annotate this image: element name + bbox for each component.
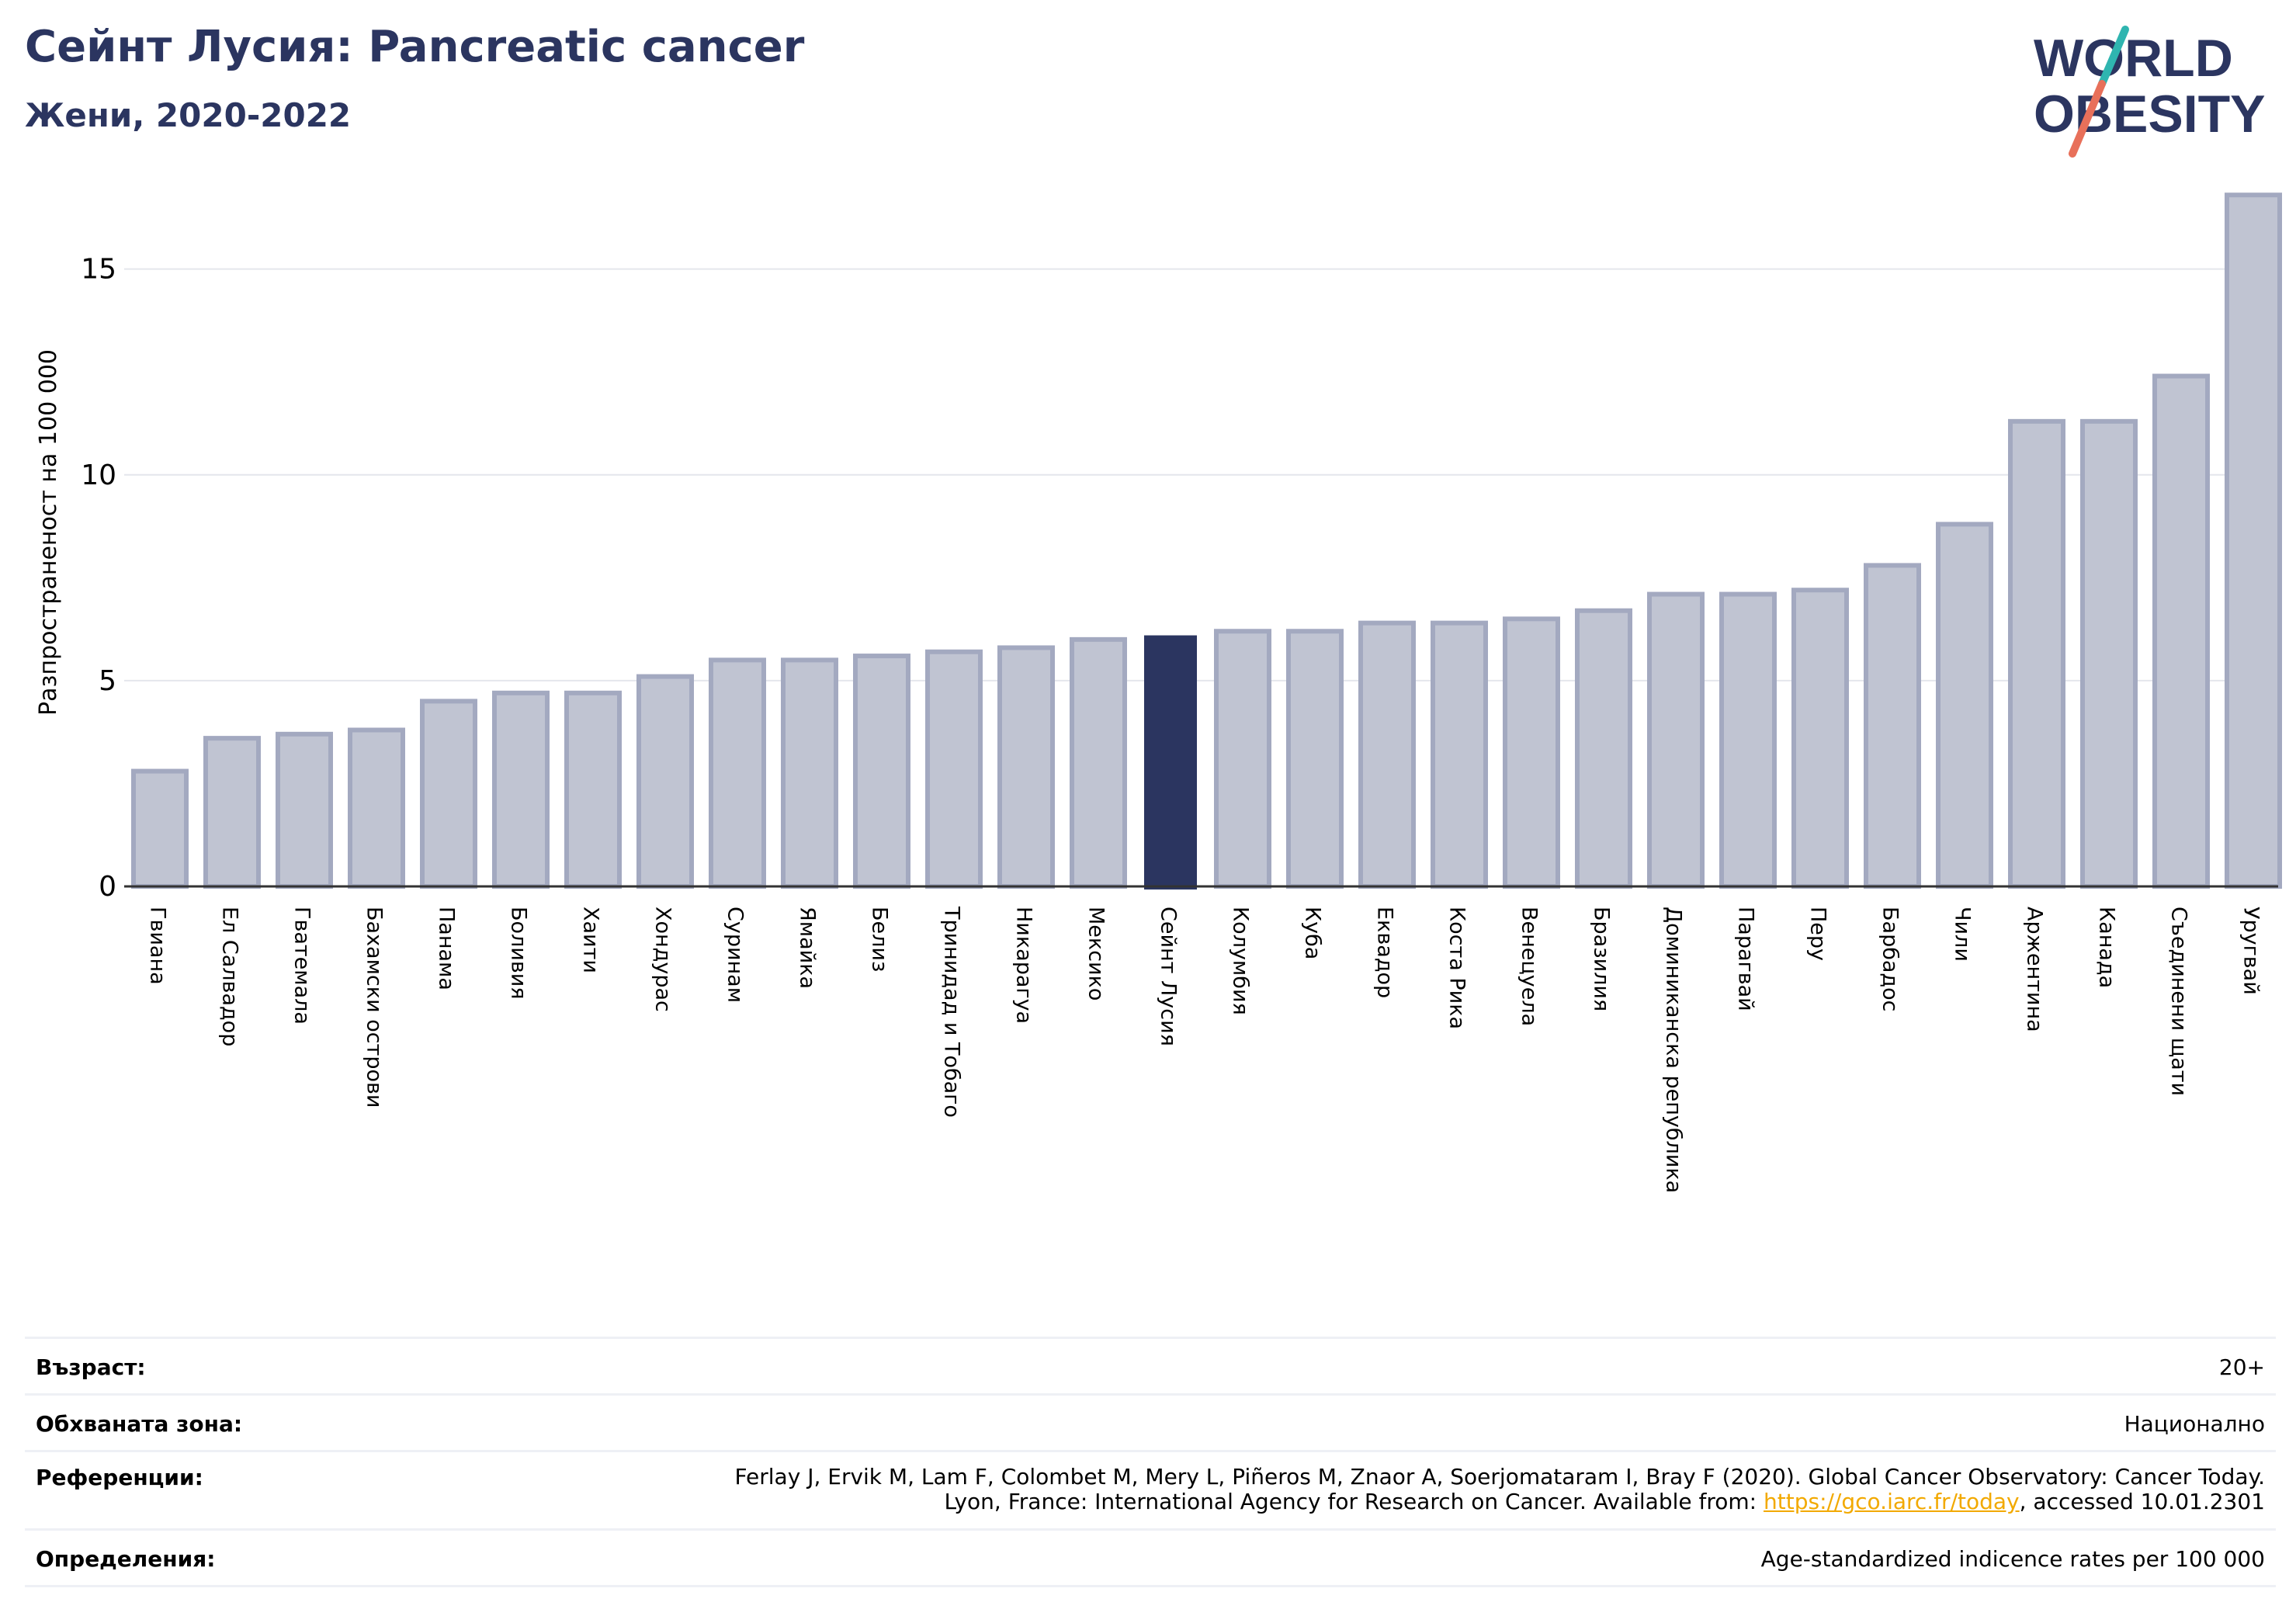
x-tick-label: Хаити <box>579 907 603 973</box>
x-tick-label: Съединени щати <box>2167 907 2191 1096</box>
bar <box>1286 629 1344 889</box>
x-tick-label: Панама <box>435 907 459 990</box>
definitions-value: Age-standardized indicence rates per 100… <box>1760 1546 2265 1572</box>
x-tick-label: Венецуела <box>1517 907 1542 1026</box>
x-tick-label: Перу <box>1806 907 1830 961</box>
references-line-2-text: Lyon, France: International Agency for R… <box>944 1489 1764 1514</box>
metadata-table: Възраст: 20+ Обхваната зона: Национално … <box>25 1337 2276 1587</box>
bar <box>1864 563 1921 889</box>
bar <box>636 674 694 890</box>
bar <box>2008 418 2065 889</box>
references-line-2-end: , accessed 10.01.2301 <box>2019 1489 2265 1514</box>
bar <box>997 645 1055 889</box>
page-title: Сейнт Лусия: Pancreatic cancer <box>25 22 805 72</box>
bar <box>1144 635 1197 890</box>
bar-chart: 0 5 10 15 Гвиана Ел Салвадор Гватемала Бахамск… <box>35 192 2282 1193</box>
x-tick-label: Коста Рика <box>1445 907 1469 1029</box>
references-link[interactable]: https://gco.iarc.fr/today <box>1764 1489 2020 1514</box>
y-tick-label: 5 <box>99 665 116 697</box>
bar <box>1431 620 1488 890</box>
bar <box>1791 588 1849 889</box>
age-value: 20+ <box>2218 1354 2265 1380</box>
x-tick-labels: Гвиана Ел Салвадор Гватемала Бахамски остро… <box>146 906 2263 1193</box>
references-label: Референции: <box>36 1465 203 1490</box>
references-line-2: Lyon, France: International Agency for R… <box>734 1489 2265 1514</box>
bar <box>564 690 622 890</box>
x-tick-label: Аржентина <box>2023 907 2047 1032</box>
bar <box>276 731 333 890</box>
meta-row-coverage: Обхваната зона: Национално <box>25 1393 2276 1450</box>
age-label: Възраст: <box>36 1354 146 1380</box>
x-tick-label: Еквадор <box>1373 907 1397 998</box>
meta-row-references: Референции: Ferlay J, Ervik M, Lam F, Co… <box>25 1450 2276 1528</box>
bar <box>348 727 405 890</box>
x-tick-label: Доминиканска република <box>1662 907 1686 1193</box>
x-tick-label: Бразилия <box>1590 907 1614 1011</box>
x-tick-label: Гвиана <box>146 907 170 985</box>
coverage-value: Национално <box>2124 1411 2265 1437</box>
x-tick-label: Ел Салвадор <box>218 907 242 1046</box>
x-tick-label: Парагвай <box>1734 907 1758 1011</box>
x-tick-label: Канада <box>2095 907 2119 988</box>
x-tick-label: Тринидад и Тобаго <box>940 906 964 1118</box>
bar <box>1719 591 1777 890</box>
logo-slash-top <box>2098 26 2129 88</box>
x-tick-label: Боливия <box>507 907 531 1000</box>
bar <box>925 649 983 889</box>
world-obesity-logo: WORLD OBESITY <box>2034 26 2266 158</box>
meta-row-age: Възраст: 20+ <box>25 1337 2276 1393</box>
logo-text-obesity: OBESITY <box>2034 85 2266 144</box>
bar <box>1214 629 1271 889</box>
bar <box>1503 616 1560 889</box>
bar <box>2152 373 2210 889</box>
bar <box>203 736 261 889</box>
bar <box>1575 608 1632 890</box>
y-tick-label: 0 <box>99 871 116 903</box>
logo-slash-bottom <box>2069 80 2106 158</box>
x-tick-label: Белиз <box>868 907 892 972</box>
bar <box>781 657 838 889</box>
x-tick-label: Бахамски острови <box>362 907 387 1108</box>
bar <box>1070 636 1127 889</box>
bar <box>1936 522 1993 889</box>
x-tick-label: Уругвай <box>2239 907 2263 995</box>
x-tick-label: Колумбия <box>1229 907 1253 1015</box>
references-line-1: Ferlay J, Ervik M, Lam F, Colombet M, Me… <box>734 1464 2265 1489</box>
x-tick-label: Барбадос <box>1878 907 1902 1011</box>
y-axis-label: Разпространеност на 100 000 <box>35 349 62 716</box>
page-subtitle: Жени, 2020-2022 <box>25 96 352 134</box>
x-tick-label: Никарагуа <box>1012 907 1036 1024</box>
x-tick-label: Куба <box>1301 907 1325 959</box>
x-tick-label: Гватемала <box>290 907 314 1025</box>
coverage-label: Обхваната зона: <box>36 1411 243 1437</box>
bar <box>709 657 766 889</box>
bar <box>1358 620 1416 890</box>
x-tick-label: Мексико <box>1084 907 1108 1001</box>
y-tick-label: 10 <box>81 460 116 491</box>
references-value: Ferlay J, Ervik M, Lam F, Colombet M, Me… <box>734 1465 2265 1514</box>
y-tick-label: 15 <box>81 254 116 286</box>
x-tick-label: Чили <box>1951 907 1975 962</box>
bar <box>853 654 910 889</box>
bar <box>420 699 477 889</box>
bar <box>1647 591 1705 890</box>
x-tick-label: Сейнт Лусия <box>1157 907 1181 1046</box>
definitions-label: Определения: <box>36 1546 216 1572</box>
bar <box>492 690 550 890</box>
bars <box>131 192 2282 890</box>
bar <box>131 768 189 890</box>
x-tick-label: Суринам <box>723 907 747 1003</box>
x-tick-label: Ямайка <box>796 907 820 989</box>
logo-text-world: WORLD <box>2034 29 2233 88</box>
x-tick-label: Хондурас <box>651 907 675 1012</box>
bar <box>2080 418 2138 889</box>
y-tick-labels: 0 5 10 15 <box>81 254 116 903</box>
meta-row-definitions: Определения: Age-standardized indicence … <box>25 1528 2276 1587</box>
bar <box>2225 192 2282 890</box>
